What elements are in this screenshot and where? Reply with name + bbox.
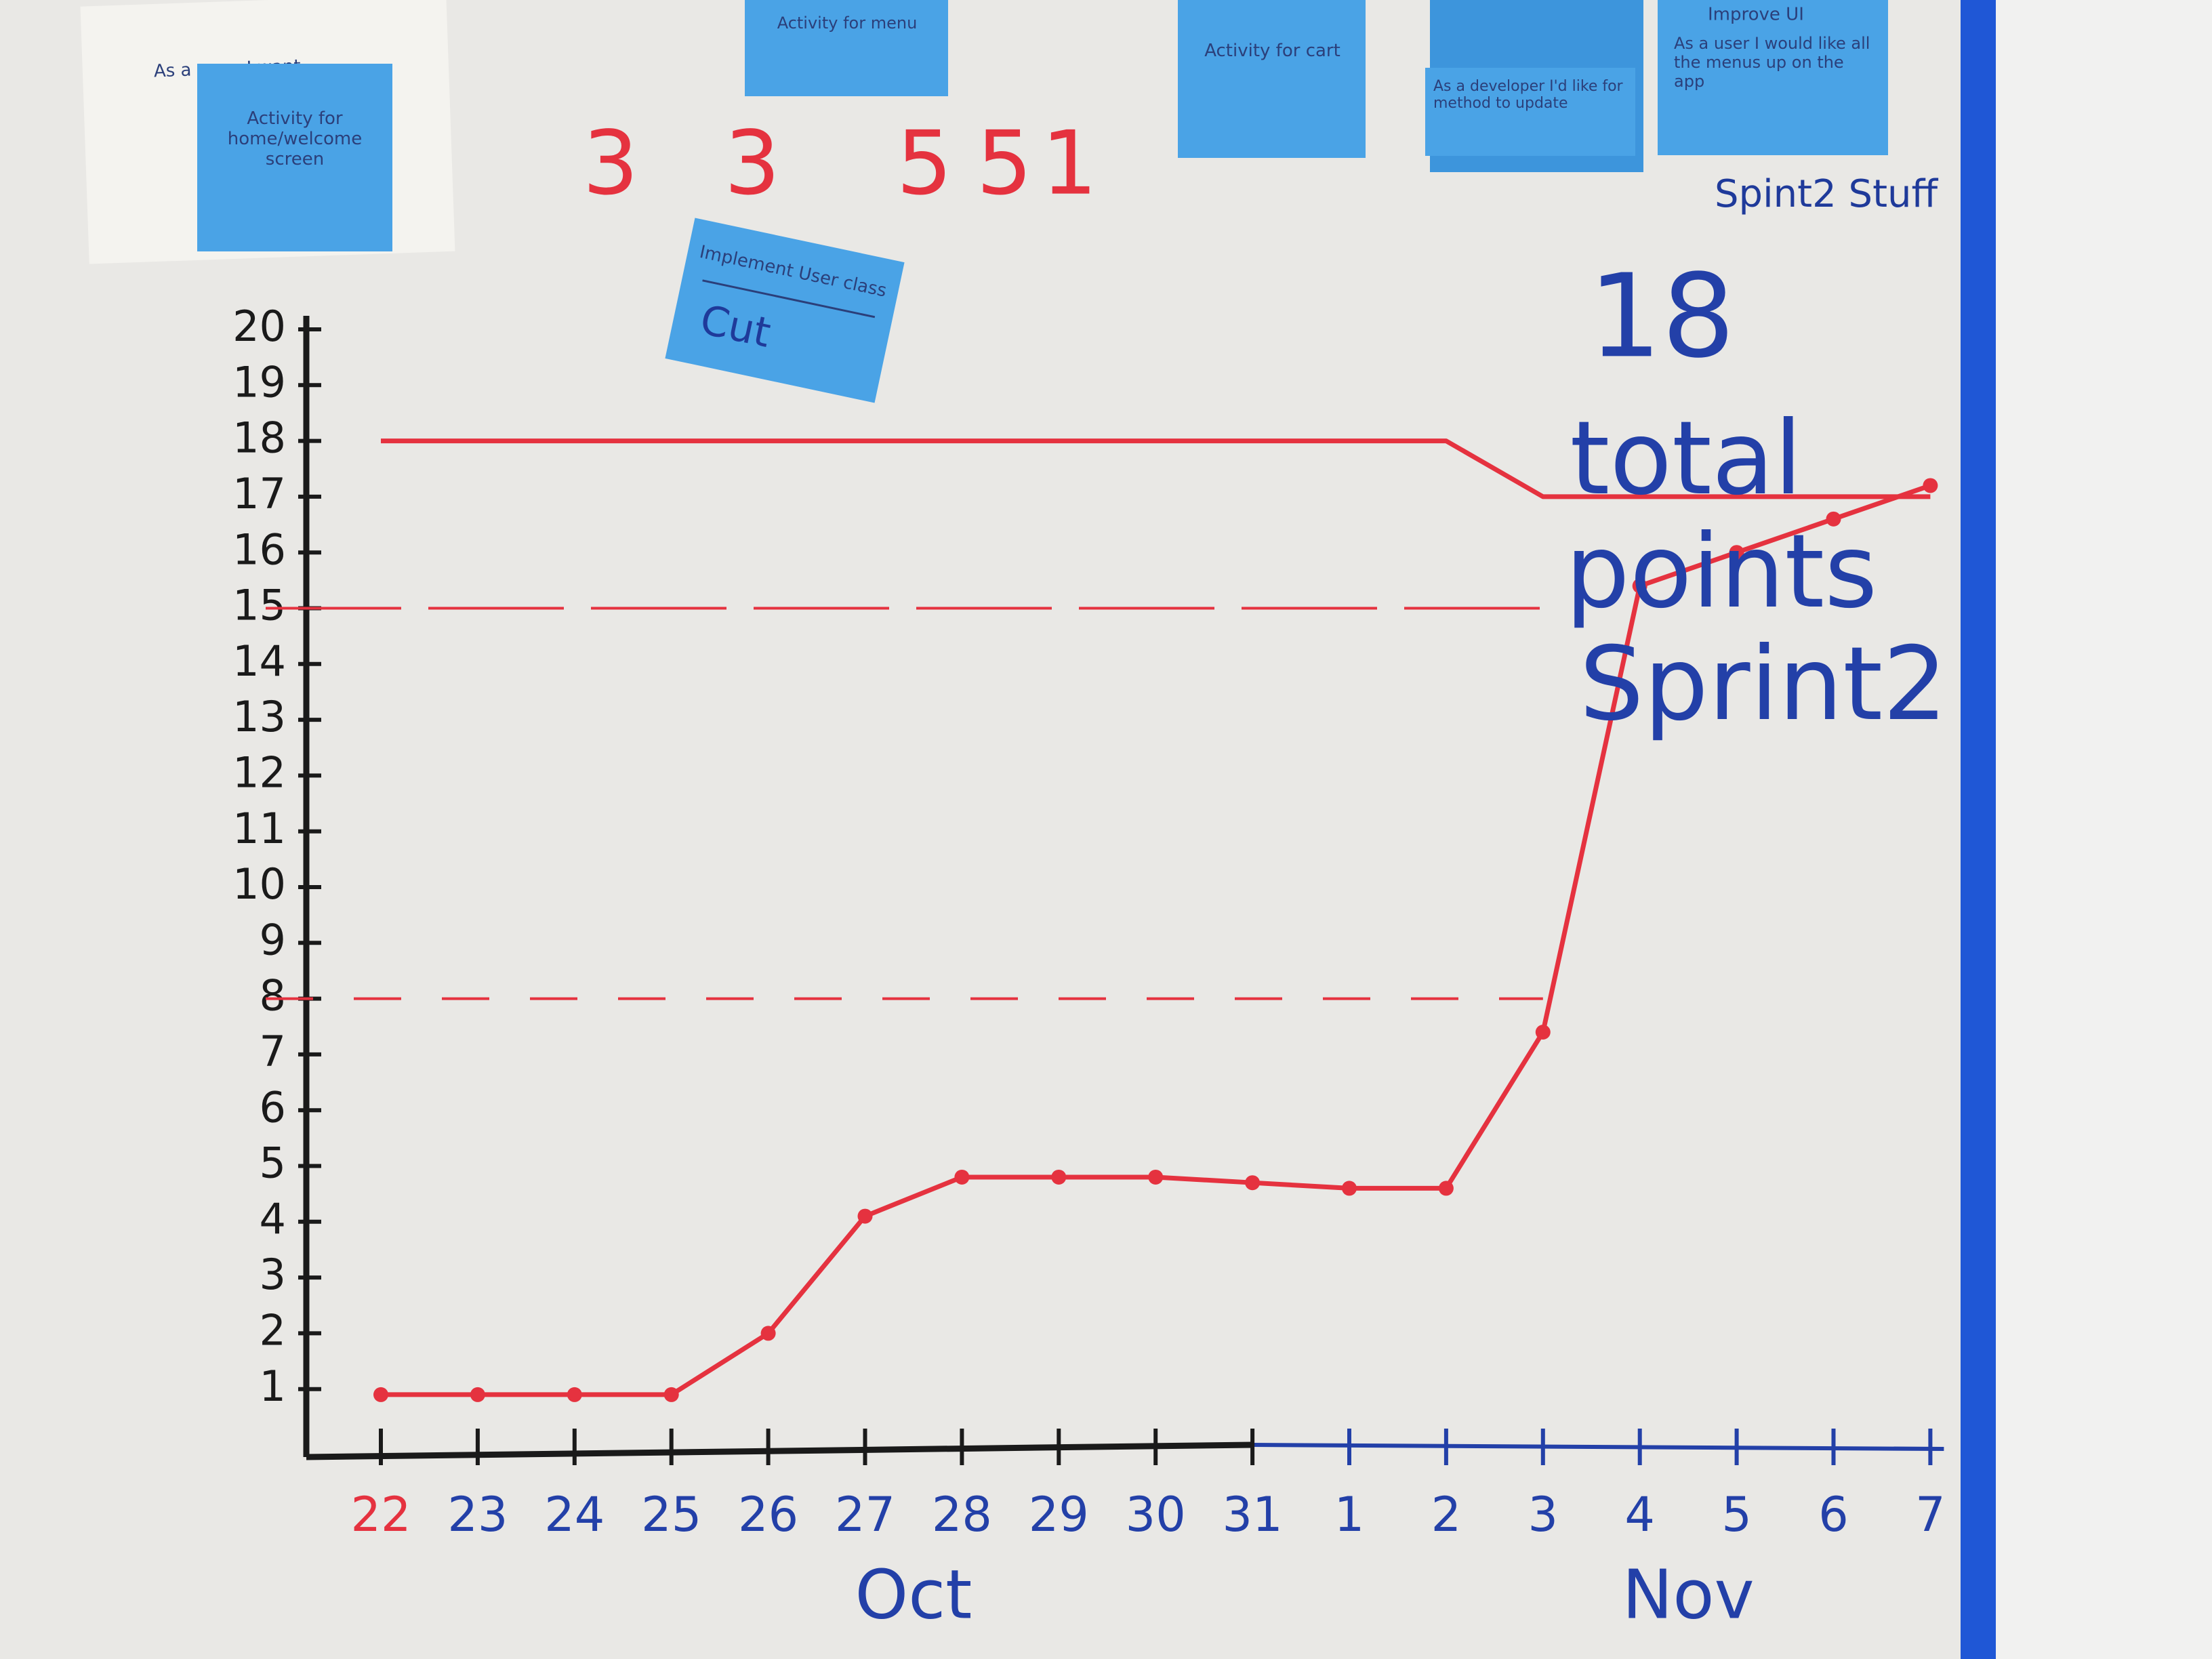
wall [1996, 0, 2212, 1659]
x-tick-label: 26 [738, 1487, 798, 1542]
y-tick-label: 5 [260, 1139, 286, 1188]
note-text: Activity for home/welcome screen [227, 108, 363, 169]
y-tick-label: 12 [232, 747, 286, 797]
y-tick-label: 1 [260, 1361, 286, 1411]
y-tick-label: 9 [260, 915, 286, 964]
x-tick-label: 6 [1818, 1487, 1849, 1542]
x-tick-label: 23 [447, 1487, 508, 1542]
y-tick-label: 3 [260, 1250, 286, 1299]
sticky [1425, 68, 1635, 156]
annotation: 18 [1589, 249, 1735, 384]
data-point [1729, 545, 1744, 560]
sticky [197, 64, 392, 251]
sticky-menu: Activity for menu [745, 0, 948, 96]
y-tick-label: 15 [232, 581, 286, 630]
y-tick-label: 20 [232, 302, 286, 351]
y-tick-label: 18 [232, 413, 286, 463]
x-tick-label: 25 [641, 1487, 701, 1542]
x-axis [1252, 1443, 1944, 1451]
y-tick-label: 4 [260, 1194, 286, 1244]
y-tick-label: 6 [260, 1082, 286, 1132]
note-box: Activity for cart [1204, 41, 1340, 61]
data-point [1438, 1181, 1454, 1196]
point-label: 1 [1042, 112, 1098, 215]
y-tick-label: 10 [232, 859, 286, 909]
sprint-label: Spint2 Stuff [1715, 172, 1939, 216]
data-point [373, 1387, 388, 1402]
point-label: 3 [583, 112, 639, 215]
x-tick-label: 5 [1721, 1487, 1752, 1542]
x-tick-label: 1 [1334, 1487, 1365, 1542]
sticky [1178, 0, 1366, 158]
x-tick-label: 2 [1431, 1487, 1462, 1542]
month-label: Nov [1622, 1555, 1755, 1634]
y-tick-label: 19 [232, 357, 286, 407]
sticky [1658, 0, 1888, 155]
sticky-improve: Improve UI As a user I would like all th… [1658, 0, 1888, 155]
data-point [760, 1326, 776, 1341]
note-text: Improve UI [1708, 5, 1804, 25]
y-tick-label: 8 [260, 971, 286, 1021]
data-point [1245, 1175, 1261, 1191]
data-point [857, 1208, 873, 1224]
x-tick-label: 4 [1624, 1487, 1655, 1542]
y-tick-label: 2 [260, 1305, 286, 1355]
note-text: Activity for cart [1204, 41, 1340, 61]
note-text: Activity for menu [777, 14, 918, 33]
blue-tape [1961, 0, 1996, 1659]
data-point [663, 1387, 679, 1402]
x-tick-label: 24 [544, 1487, 605, 1542]
data-point [1051, 1169, 1067, 1185]
x-tick-label: 27 [835, 1487, 895, 1542]
data-point [1342, 1181, 1357, 1196]
note-box: As a developer I'd like for method to up… [1433, 78, 1623, 112]
strike [702, 279, 876, 319]
note-text: As a user I would like all the menus up … [1674, 34, 1870, 91]
annotation: points [1565, 513, 1878, 631]
y-tick-label: 16 [232, 525, 286, 574]
sticky [745, 0, 948, 96]
annotation: total [1570, 400, 1803, 518]
y-tick-label: 13 [232, 692, 286, 741]
data-point [470, 1387, 485, 1402]
month-label: Oct [855, 1555, 972, 1634]
data-point [1148, 1169, 1164, 1185]
annotation: Sprint2 [1579, 626, 1947, 743]
x-axis [306, 1441, 1253, 1460]
note-box: As a user I would like all the menus up … [1674, 34, 1870, 91]
x-tick-label: 28 [932, 1487, 992, 1542]
point-label: 5 [977, 112, 1033, 215]
note-box: Activity for menu [777, 14, 918, 33]
sticky [665, 218, 905, 403]
data-point [1923, 478, 1938, 493]
y-tick-label: 7 [260, 1027, 286, 1076]
y-tick-label: 17 [232, 469, 286, 518]
x-tick-label: 22 [350, 1487, 411, 1542]
sticky-welcome: Activity for home/welcome screen [197, 64, 392, 251]
data-point [954, 1169, 970, 1185]
sticky-cart: Activity for cart [1178, 0, 1366, 158]
x-tick-label: 30 [1126, 1487, 1186, 1542]
note-box: Activity for home/welcome screen [227, 108, 363, 169]
point-label: 5 [897, 112, 953, 215]
x-tick-label: 3 [1528, 1487, 1559, 1542]
y-tick-label: 11 [232, 804, 286, 853]
y-tick-label: 14 [232, 636, 286, 686]
data-line [381, 438, 1931, 499]
sticky-developer: As a developer I'd like for method to up… [1425, 0, 1643, 172]
point-label: 3 [724, 112, 781, 215]
data-point [567, 1387, 582, 1402]
note-text: As a developer I'd like for method to up… [1433, 78, 1623, 112]
x-tick-label: 29 [1029, 1487, 1089, 1542]
x-tick-label: 31 [1223, 1487, 1283, 1542]
data-point [1826, 511, 1841, 527]
x-tick-label: 7 [1915, 1487, 1946, 1542]
data-point [1632, 578, 1647, 594]
data-point [1535, 1024, 1551, 1040]
